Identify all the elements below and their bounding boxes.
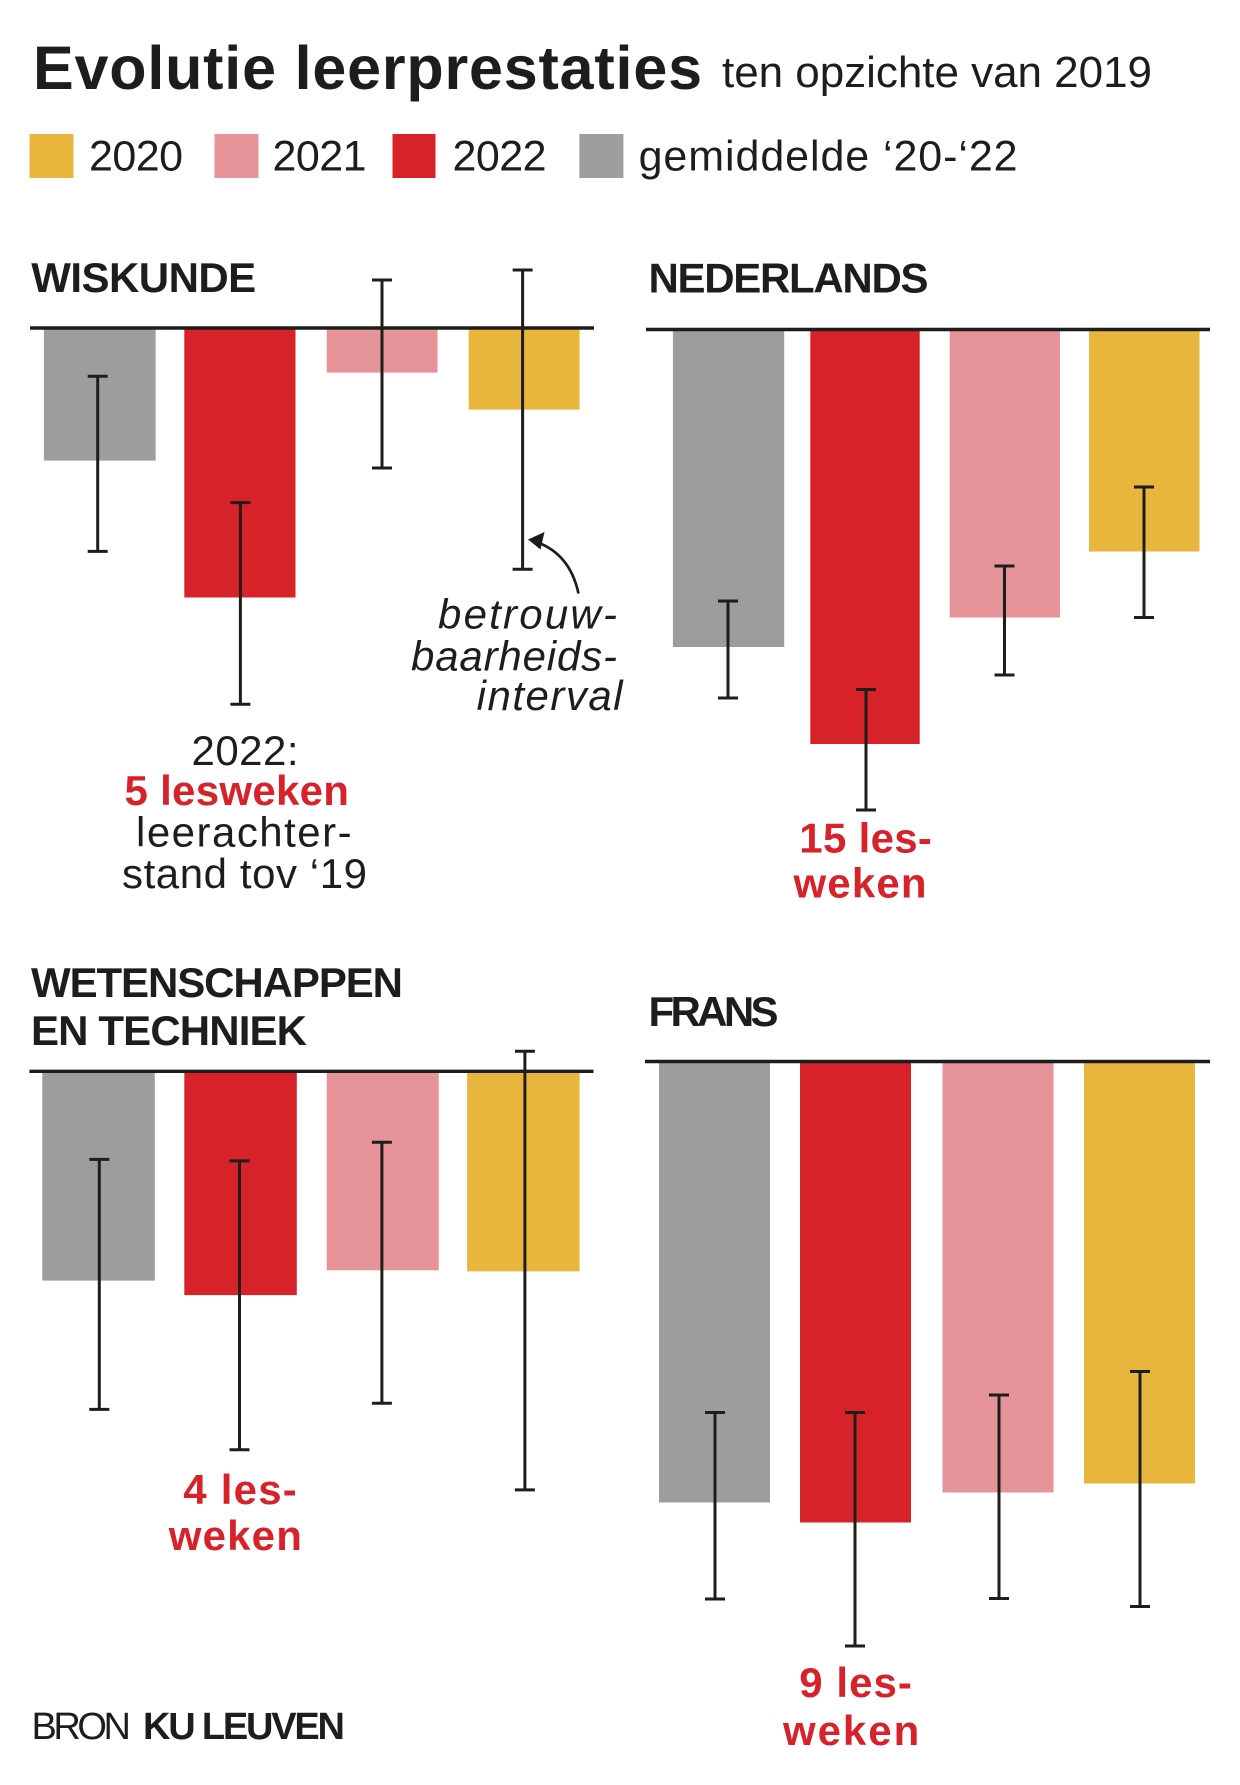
svg-text:2020: 2020 bbox=[89, 133, 183, 181]
svg-text:9 les-: 9 les- bbox=[799, 1659, 912, 1706]
svg-text:KU LEUVEN: KU LEUVEN bbox=[143, 1706, 345, 1748]
svg-text:4 les-: 4 les- bbox=[183, 1466, 297, 1513]
svg-text:ten opzichte van 2019: ten opzichte van 2019 bbox=[722, 48, 1152, 97]
svg-text:2021: 2021 bbox=[273, 133, 367, 181]
svg-text:leerachter-: leerachter- bbox=[136, 809, 352, 856]
svg-text:WETENSCHAPPEN: WETENSCHAPPEN bbox=[31, 959, 403, 1006]
svg-text:WISKUNDE: WISKUNDE bbox=[31, 254, 256, 301]
svg-text:BRON: BRON bbox=[32, 1706, 132, 1748]
svg-text:5 lesweken: 5 lesweken bbox=[124, 767, 349, 814]
svg-text:NEDERLANDS: NEDERLANDS bbox=[649, 255, 929, 302]
svg-text:weken: weken bbox=[782, 1707, 919, 1754]
svg-text:stand tov ‘19: stand tov ‘19 bbox=[122, 850, 367, 897]
svg-text:2022:: 2022: bbox=[192, 727, 299, 774]
svg-text:gemiddelde ‘20-‘22: gemiddelde ‘20-‘22 bbox=[639, 133, 1018, 181]
svg-text:weken: weken bbox=[168, 1512, 302, 1559]
svg-text:Evolutie leerprestaties: Evolutie leerprestaties bbox=[33, 34, 702, 102]
svg-text:interval: interval bbox=[477, 672, 625, 719]
svg-text:15 les-: 15 les- bbox=[799, 814, 932, 861]
svg-text:EN TECHNIEK: EN TECHNIEK bbox=[31, 1007, 307, 1054]
svg-text:weken: weken bbox=[792, 859, 926, 906]
svg-text:FRANS: FRANS bbox=[649, 988, 779, 1035]
svg-text:betrouw-: betrouw- bbox=[438, 591, 617, 638]
svg-text:2022: 2022 bbox=[453, 133, 547, 181]
svg-text:baarheids-: baarheids- bbox=[411, 632, 617, 679]
